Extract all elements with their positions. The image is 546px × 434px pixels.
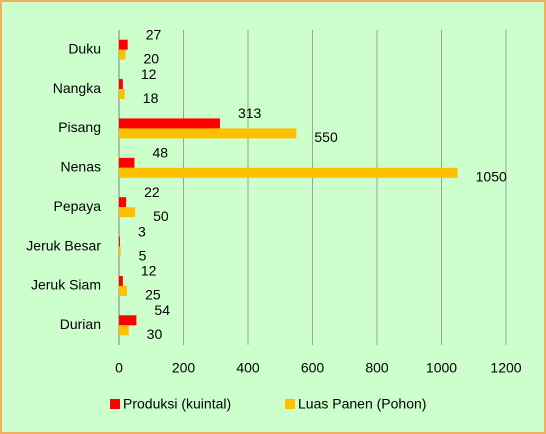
data-label: 27	[146, 26, 162, 42]
x-tick-label: 1000	[426, 360, 457, 376]
bar	[119, 325, 129, 336]
bar	[119, 246, 121, 257]
bar	[119, 39, 128, 50]
legend-swatch	[110, 399, 120, 409]
data-label: 18	[143, 90, 159, 106]
data-label: 12	[141, 263, 157, 279]
bar	[119, 118, 220, 129]
data-label: 50	[153, 208, 169, 224]
data-label: 3	[138, 223, 146, 239]
y-tick-label: Durian	[60, 316, 101, 332]
legend-label: Luas Panen (Pohon)	[298, 396, 426, 412]
bar	[119, 315, 137, 326]
data-label: 20	[143, 50, 159, 66]
bar	[119, 236, 120, 247]
x-tick-label: 200	[172, 360, 196, 376]
bar	[119, 128, 297, 139]
x-tick-label: 800	[365, 360, 389, 376]
data-label: 5	[139, 247, 147, 263]
bar	[119, 197, 127, 208]
data-label: 25	[145, 287, 161, 303]
bar	[119, 285, 128, 296]
y-tick-label: Duku	[68, 40, 101, 56]
x-tick-label: 0	[115, 360, 123, 376]
data-label: 54	[154, 302, 170, 318]
y-tick-label: Pepaya	[54, 198, 102, 214]
bar	[119, 167, 458, 178]
data-label: 12	[141, 66, 157, 82]
data-label: 22	[144, 184, 160, 200]
legend-swatch	[285, 399, 295, 409]
x-tick-label: 600	[301, 360, 325, 376]
y-tick-label: Pisang	[58, 119, 101, 135]
data-label: 1050	[476, 169, 507, 185]
x-tick-label: 400	[236, 360, 260, 376]
data-label: 313	[238, 105, 262, 121]
y-tick-label: Nangka	[53, 80, 101, 96]
bar	[119, 89, 125, 100]
data-label: 48	[152, 145, 168, 161]
y-tick-label: Jeruk Siam	[31, 277, 101, 293]
bar	[119, 79, 123, 90]
y-tick-label: Nenas	[61, 159, 101, 175]
legend-label: Produksi (kuintal)	[123, 396, 231, 412]
bar	[119, 157, 135, 168]
bar	[119, 207, 136, 218]
y-tick-label: Jeruk Besar	[26, 237, 101, 253]
bar	[119, 275, 123, 286]
data-label: 550	[314, 129, 338, 145]
bar	[119, 49, 126, 60]
x-tick-label: 1200	[490, 360, 521, 376]
data-label: 30	[147, 326, 163, 342]
